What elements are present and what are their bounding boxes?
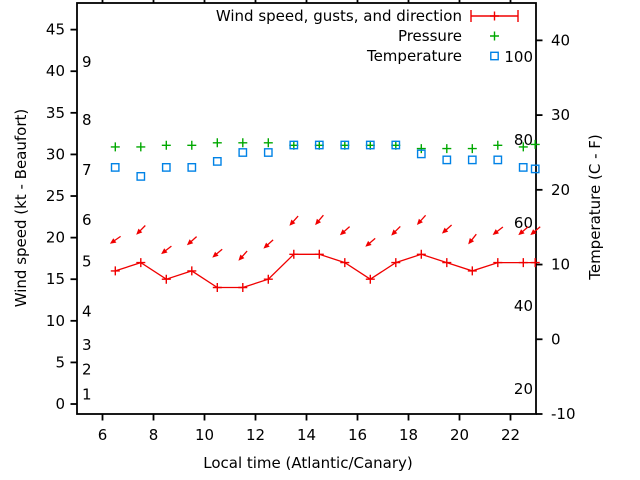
svg-text:15: 15 xyxy=(46,270,65,288)
legend-label-wind: Wind speed, gusts, and direction xyxy=(215,7,462,25)
legend: Wind speed, gusts, and direction Pressur… xyxy=(216,6,462,66)
beaufort-scale-labels: 1 2 3 4 5 6 7 8 9 xyxy=(82,53,92,404)
x-axis-label: Local time (Atlantic/Canary) xyxy=(203,454,413,472)
temperature-series xyxy=(110,140,540,181)
x-axis-tick-labels: 6 8 10 12 14 16 18 20 22 xyxy=(98,426,520,444)
svg-text:45: 45 xyxy=(46,21,65,39)
svg-text:7: 7 xyxy=(82,161,92,179)
wind-direction-arrows xyxy=(109,214,541,261)
svg-text:0: 0 xyxy=(55,395,65,413)
svg-text:20: 20 xyxy=(450,426,469,444)
y-right-ticks xyxy=(536,39,543,415)
svg-text:14: 14 xyxy=(297,426,316,444)
svg-text:4: 4 xyxy=(82,303,92,321)
svg-text:20: 20 xyxy=(551,181,570,199)
svg-text:8: 8 xyxy=(82,111,92,129)
svg-text:8: 8 xyxy=(149,426,159,444)
svg-text:18: 18 xyxy=(399,426,418,444)
svg-text:40: 40 xyxy=(514,297,533,315)
y-axis-label-left: Wind speed (kt - Beaufort) xyxy=(12,108,30,308)
svg-text:1: 1 xyxy=(82,386,92,404)
svg-text:30: 30 xyxy=(46,145,65,163)
svg-text:6: 6 xyxy=(98,426,108,444)
svg-text:20: 20 xyxy=(514,380,533,398)
svg-text:10: 10 xyxy=(195,426,214,444)
svg-text:60: 60 xyxy=(514,214,533,232)
legend-label-pressure: Pressure xyxy=(397,27,462,45)
svg-text:-10: -10 xyxy=(551,405,576,423)
pressure-series xyxy=(110,138,540,154)
svg-text:22: 22 xyxy=(501,426,520,444)
legend-marker-wind xyxy=(470,10,519,22)
svg-text:30: 30 xyxy=(551,106,570,124)
svg-text:2: 2 xyxy=(82,361,92,379)
wind-speed-series xyxy=(110,249,540,292)
svg-text:3: 3 xyxy=(82,336,92,354)
svg-text:80: 80 xyxy=(514,131,533,149)
svg-text:12: 12 xyxy=(246,426,265,444)
legend-marker-pressure xyxy=(490,31,499,41)
svg-text:20: 20 xyxy=(46,229,65,247)
legend-entry-temperature: Temperature xyxy=(216,46,462,66)
svg-text:40: 40 xyxy=(551,31,570,49)
svg-text:5: 5 xyxy=(82,253,92,271)
svg-text:10: 10 xyxy=(551,256,570,274)
svg-text:9: 9 xyxy=(82,53,92,71)
svg-text:5: 5 xyxy=(55,353,65,371)
legend-marker-temperature xyxy=(490,51,499,61)
y-right-tick-labels: -10 0 10 20 30 40 xyxy=(551,31,576,423)
y-left-tick-labels: 0 5 10 15 20 25 30 35 40 45 xyxy=(46,21,65,413)
svg-text:25: 25 xyxy=(46,187,65,205)
y-left-ticks xyxy=(70,28,77,405)
svg-text:6: 6 xyxy=(82,211,92,229)
y-axis-label-right: Temperature (C - F) xyxy=(586,134,604,280)
svg-text:35: 35 xyxy=(46,104,65,122)
svg-text:40: 40 xyxy=(46,62,65,80)
fahrenheit-scale-labels: 20 40 60 80 100 xyxy=(504,48,533,398)
legend-entry-wind: Wind speed, gusts, and direction xyxy=(216,6,462,26)
legend-label-temperature: Temperature xyxy=(366,47,462,65)
svg-text:16: 16 xyxy=(348,426,367,444)
x-axis-ticks xyxy=(101,0,512,421)
svg-text:10: 10 xyxy=(46,312,65,330)
svg-text:0: 0 xyxy=(551,330,561,348)
legend-entry-pressure: Pressure xyxy=(216,26,462,46)
svg-text:100: 100 xyxy=(504,48,533,66)
